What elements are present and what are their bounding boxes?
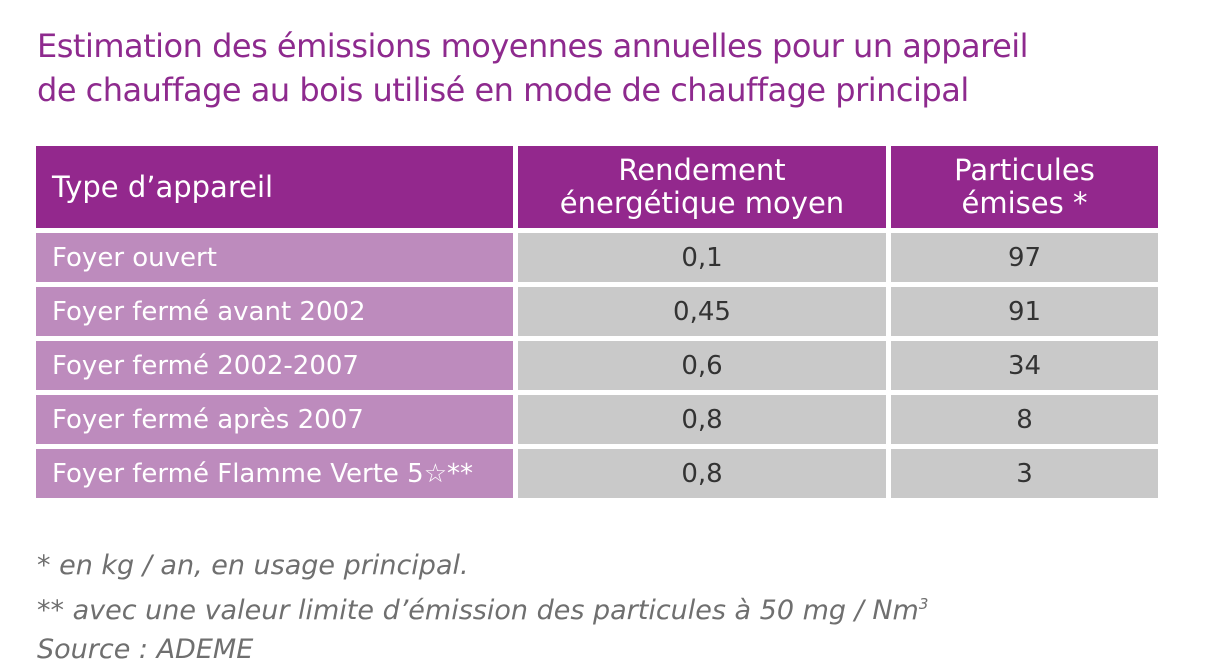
table-row: Foyer fermé Flamme Verte 5☆** 0,8 3 [36, 449, 1158, 498]
cell-particules: 97 [891, 233, 1158, 282]
cell-type: Foyer fermé après 2007 [36, 395, 513, 444]
header-particules-line-2: émises * [961, 186, 1088, 220]
header-particules: Particules émises * [891, 146, 1158, 228]
table-row: Foyer fermé avant 2002 0,45 91 [36, 287, 1158, 336]
cell-rendement: 0,8 [518, 395, 886, 444]
cell-rendement: 0,1 [518, 233, 886, 282]
table-row: Foyer ouvert 0,1 97 [36, 233, 1158, 282]
cell-type: Foyer fermé Flamme Verte 5☆** [36, 449, 513, 498]
cell-rendement: 0,6 [518, 341, 886, 390]
footnote-limit-exponent: 3 [918, 595, 929, 613]
header-rendement: Rendement énergétique moyen [518, 146, 886, 228]
cell-rendement: 0,8 [518, 449, 886, 498]
cell-rendement: 0,45 [518, 287, 886, 336]
cell-particules: 91 [891, 287, 1158, 336]
title-line-1: Estimation des émissions moyennes annuel… [37, 27, 1029, 65]
header-rendement-line-2: énergétique moyen [559, 186, 845, 220]
cell-particules: 8 [891, 395, 1158, 444]
page-title: Estimation des émissions moyennes annuel… [37, 24, 1197, 112]
header-particules-line-1: Particules [954, 153, 1095, 187]
footnotes: * en kg / an, en usage principal. ** ave… [37, 546, 928, 669]
header-rendement-line-1: Rendement [618, 153, 786, 187]
cell-type: Foyer fermé 2002-2007 [36, 341, 513, 390]
cell-type: Foyer ouvert [36, 233, 513, 282]
cell-particules: 3 [891, 449, 1158, 498]
source-credit: Source : ADEME [37, 634, 254, 665]
title-line-2: de chauffage au bois utilisé en mode de … [37, 71, 969, 109]
table-header-row: Type d’appareil Rendement énergétique mo… [36, 146, 1158, 228]
table-row: Foyer fermé après 2007 0,8 8 [36, 395, 1158, 444]
footnote-limit: ** avec une valeur limite d’émission des… [37, 585, 928, 630]
footnote-limit-text: ** avec une valeur limite d’émission des… [37, 595, 919, 626]
cell-particules: 34 [891, 341, 1158, 390]
table-row: Foyer fermé 2002-2007 0,6 34 [36, 341, 1158, 390]
footnote-units: * en kg / an, en usage principal. [37, 550, 469, 581]
emissions-table: Type d’appareil Rendement énergétique mo… [36, 146, 1158, 503]
header-type-label: Type d’appareil [52, 169, 274, 204]
cell-type: Foyer fermé avant 2002 [36, 287, 513, 336]
header-type: Type d’appareil [36, 146, 513, 228]
